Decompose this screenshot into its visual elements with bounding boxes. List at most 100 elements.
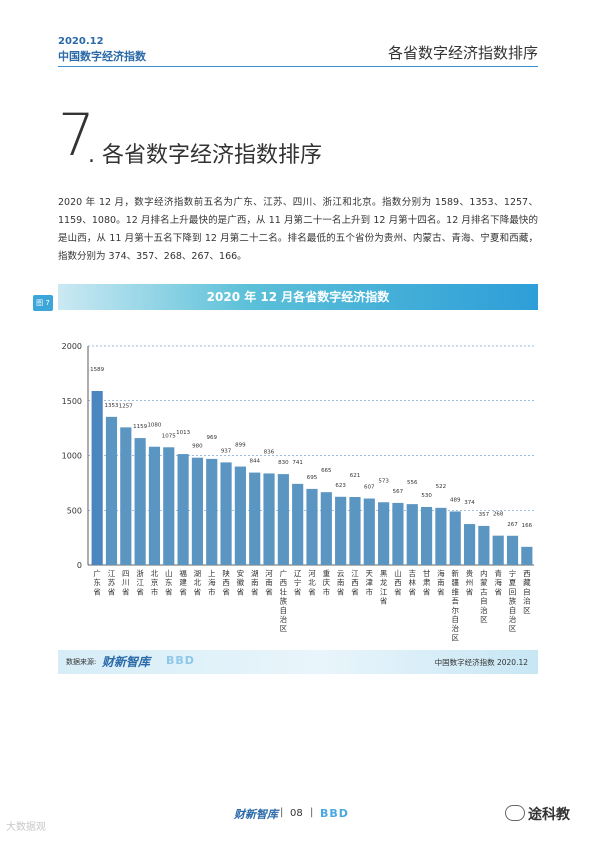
y-tick-label: 1500 <box>62 397 82 406</box>
footer-caixin-logo: 财新智库 <box>234 808 278 821</box>
data-label: 980 <box>192 444 203 450</box>
bar <box>220 462 232 565</box>
bar <box>91 391 103 565</box>
bar <box>306 488 318 565</box>
x-tick-label: 内蒙古自治区 <box>480 568 488 624</box>
x-tick-label: 河南省 <box>265 569 273 596</box>
data-label: 1589 <box>90 367 104 373</box>
x-tick-label: 海南省 <box>437 568 445 596</box>
data-label: 1257 <box>119 403 133 409</box>
source-bar: 数据来源: 财新智库 BBD 中国数字经济指数 2020.12 <box>58 650 538 674</box>
data-label: 489 <box>450 497 461 503</box>
x-tick-label: 青海省 <box>494 568 502 596</box>
footer-separator: | <box>280 807 284 818</box>
data-label: 1013 <box>176 430 190 436</box>
x-tick-label: 浙江省 <box>136 568 144 596</box>
y-tick-label: 500 <box>67 506 82 515</box>
data-label: 741 <box>292 460 303 466</box>
x-tick-label: 山东省 <box>165 568 173 596</box>
chart-title: 2020 年 12 月各省数字经济指数 <box>58 284 538 310</box>
data-label: 1353 <box>104 403 118 409</box>
data-label: 530 <box>421 493 432 499</box>
bar <box>120 427 132 565</box>
x-tick-label: 吉林省 <box>409 569 417 596</box>
bar-chart-svg: 0 500 1000 1500 2000 1589 广东省 1353 江苏省 1257 四川省 115… <box>62 342 534 642</box>
footer: 财新智库 | 08 | BBD <box>0 806 595 826</box>
bar <box>363 498 375 565</box>
bar <box>406 504 418 565</box>
data-label: 621 <box>350 473 361 479</box>
data-label: 573 <box>378 478 389 484</box>
watermark-left: 大数据观 <box>6 822 46 833</box>
figure-label: 图 7 <box>33 295 53 311</box>
bar <box>320 492 332 565</box>
x-tick-label: 广西壮族自治区 <box>280 568 288 633</box>
data-label: 267 <box>507 522 518 528</box>
bbd-logo: BBD <box>166 654 195 667</box>
x-tick-label: 辽宁省 <box>294 569 302 596</box>
bar <box>435 507 447 565</box>
data-label: 567 <box>393 489 404 495</box>
bar <box>506 535 519 565</box>
x-tick-label: 江西省 <box>351 569 359 596</box>
x-tick-label: 天津市 <box>366 569 374 596</box>
y-tick-label: 1000 <box>62 452 82 461</box>
bar <box>148 446 161 565</box>
data-label: 969 <box>206 435 217 441</box>
bar <box>478 525 490 565</box>
bar <box>492 535 504 565</box>
x-tick-label: 安徽省 <box>237 568 245 596</box>
caixin-logo: 财新智库 <box>102 655 151 669</box>
x-tick-label: 新疆维吾尔自治区 <box>451 568 459 642</box>
bar <box>263 473 275 565</box>
bar <box>349 497 361 565</box>
source-right-text: 中国数字经济指数 2020.12 <box>434 658 528 667</box>
x-tick-label: 西藏自治区 <box>523 569 531 615</box>
x-tick-label: 贵州省 <box>466 568 474 596</box>
x-tick-label: 湖北省 <box>194 569 202 596</box>
x-tick-label: 云南省 <box>337 569 345 596</box>
data-label: 166 <box>522 523 533 529</box>
data-label: 899 <box>235 443 246 449</box>
data-label: 623 <box>335 483 346 489</box>
x-tick-label: 甘肃省 <box>423 568 431 596</box>
bar <box>134 438 146 565</box>
header-section-title: 各省数字经济指数排序 <box>387 44 538 62</box>
data-label: 357 <box>479 512 490 518</box>
bar <box>292 483 304 565</box>
bar <box>163 447 175 565</box>
header-report-name: 中国数字经济指数 <box>58 50 146 63</box>
bar <box>105 416 118 565</box>
data-label: 844 <box>249 459 260 465</box>
x-tick-label: 上海市 <box>208 569 216 596</box>
bar <box>277 474 289 565</box>
wechat-icon <box>505 805 525 821</box>
data-label: 607 <box>364 485 375 491</box>
data-label: 374 <box>464 500 475 506</box>
data-label: 836 <box>264 449 275 455</box>
data-label: 1075 <box>162 433 176 439</box>
bar <box>335 496 347 565</box>
data-label: 522 <box>436 484 447 490</box>
footer-bbd-logo: BBD <box>320 807 349 820</box>
body-paragraph: 2020 年 12 月，数字经济指数前五名为广东、江苏、四川、浙江和北京。指数分… <box>58 197 538 262</box>
x-tick-label: 重庆市 <box>323 569 331 596</box>
data-label: 665 <box>321 468 332 474</box>
x-tick-label: 江苏省 <box>108 569 116 596</box>
data-label: 695 <box>307 475 318 481</box>
section-number: 7 <box>58 101 95 169</box>
bar <box>521 546 533 565</box>
bar <box>177 454 189 565</box>
data-label: 937 <box>221 448 232 454</box>
bar <box>234 466 246 565</box>
x-tick-label: 陕西省 <box>222 568 230 596</box>
data-label: 268 <box>493 512 504 518</box>
bar <box>463 524 476 565</box>
x-tick-label: 河北省 <box>308 569 316 596</box>
bar <box>449 511 461 565</box>
section-title: . 各省数字经济指数排序 <box>88 143 322 168</box>
x-tick-label: 宁夏回族自治区 <box>509 568 517 633</box>
source-label: 数据来源: <box>66 658 97 666</box>
x-tick-label: 黑龙江省 <box>380 569 388 606</box>
page-number: 08 <box>290 808 303 819</box>
